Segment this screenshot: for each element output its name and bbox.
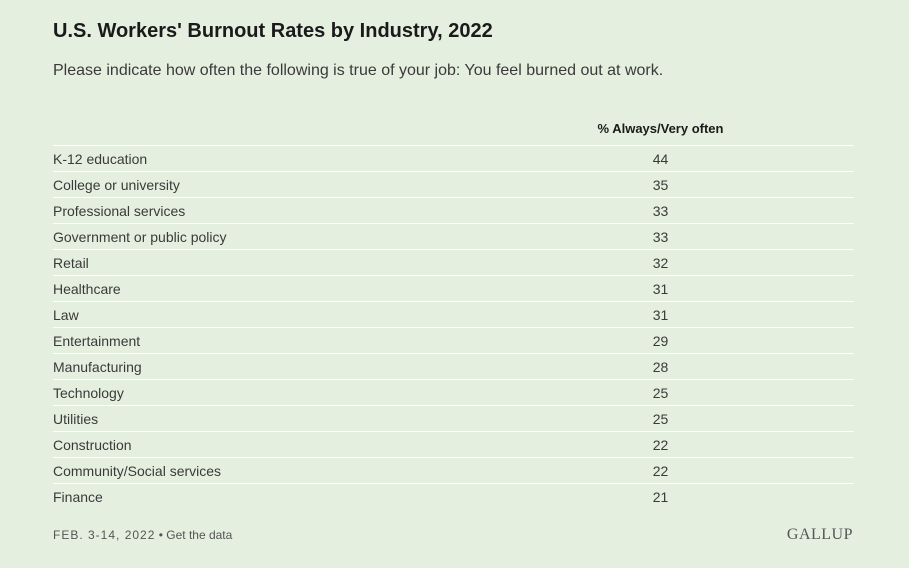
row-value: 44 bbox=[652, 151, 669, 167]
row-value: 32 bbox=[652, 255, 669, 271]
row-value: 25 bbox=[652, 385, 669, 401]
row-label: College or university bbox=[53, 177, 180, 193]
row-value: 33 bbox=[652, 203, 669, 219]
table-row: Finance 21 bbox=[53, 484, 854, 509]
row-value: 25 bbox=[652, 411, 669, 427]
get-the-data-link[interactable]: Get the data bbox=[166, 528, 233, 542]
row-value: 31 bbox=[652, 281, 669, 297]
table-row: Government or public policy 33 bbox=[53, 224, 854, 250]
table-row: Entertainment 29 bbox=[53, 328, 854, 354]
row-label: Utilities bbox=[53, 411, 99, 427]
table-row: Healthcare 31 bbox=[53, 276, 854, 302]
table-row: Manufacturing 28 bbox=[53, 354, 854, 380]
table-row: Professional services 33 bbox=[53, 198, 854, 224]
table-row: College or university 35 bbox=[53, 172, 854, 198]
row-value: 29 bbox=[652, 333, 669, 349]
row-label: Entertainment bbox=[53, 333, 141, 349]
row-label: Retail bbox=[53, 255, 89, 271]
row-label: Community/Social services bbox=[53, 463, 222, 479]
table-header: % Always/Very often bbox=[53, 119, 854, 146]
table-row: Community/Social services 22 bbox=[53, 458, 854, 484]
table-body: K-12 education 44 College or university 35 P… bbox=[53, 146, 854, 509]
chart-title: U.S. Workers' Burnout Rates by Industry,… bbox=[53, 20, 493, 42]
row-label: Professional services bbox=[53, 203, 186, 219]
table-row: Construction 22 bbox=[53, 432, 854, 458]
row-label: Government or public policy bbox=[53, 229, 227, 245]
data-table: % Always/Very often K-12 education 44 Coll… bbox=[53, 119, 854, 509]
row-value: 21 bbox=[652, 489, 669, 505]
chart-subtitle: Please indicate how often the following … bbox=[53, 62, 664, 79]
row-label: Healthcare bbox=[53, 281, 121, 297]
footer: FEB. 3-14, 2022 • Get the data bbox=[53, 528, 232, 542]
table-row: Technology 25 bbox=[53, 380, 854, 406]
footer-separator: • bbox=[155, 528, 167, 542]
row-value: 35 bbox=[652, 177, 669, 193]
row-label: Manufacturing bbox=[53, 359, 142, 375]
row-label: Law bbox=[53, 307, 79, 323]
row-value: 31 bbox=[652, 307, 669, 323]
row-value: 28 bbox=[652, 359, 669, 375]
row-value: 22 bbox=[652, 437, 669, 453]
gallup-logo: GALLUP bbox=[786, 526, 853, 543]
column-header: % Always/Very often bbox=[597, 121, 724, 136]
row-label: K-12 education bbox=[53, 151, 148, 167]
row-value: 33 bbox=[652, 229, 669, 245]
row-label: Finance bbox=[53, 489, 103, 505]
table-row: Retail 32 bbox=[53, 250, 854, 276]
table-row: Law 31 bbox=[53, 302, 854, 328]
row-label: Construction bbox=[53, 437, 132, 453]
table-row: K-12 education 44 bbox=[53, 146, 854, 172]
row-value: 22 bbox=[652, 463, 669, 479]
footer-date: FEB. 3-14, 2022 bbox=[53, 528, 156, 542]
row-label: Technology bbox=[53, 385, 124, 401]
table-row: Utilities 25 bbox=[53, 406, 854, 432]
